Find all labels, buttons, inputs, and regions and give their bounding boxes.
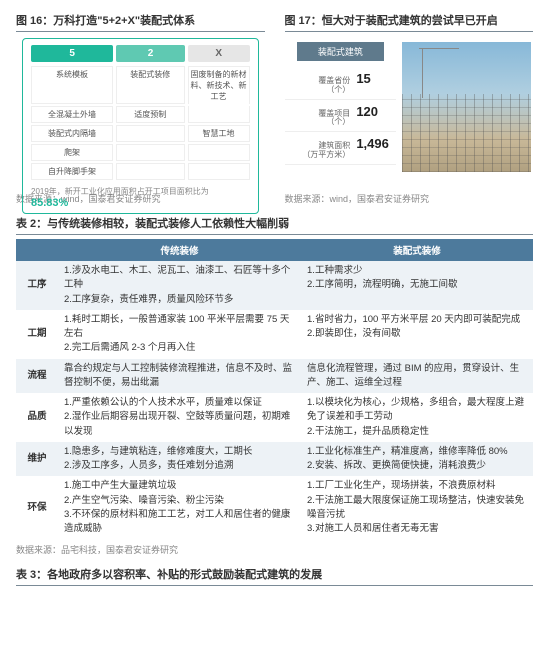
c2-3 [116,144,185,161]
th-1: 传统装修 [58,239,301,261]
stat-val-0: 15 [356,71,396,86]
table2-source: 数据来源：品宅科技，国泰君安证券研究 [16,543,533,556]
c2-1: 适度预制 [116,106,185,123]
fig1-title: 图 16：万科打造"5+2+X"装配式体系 [16,12,265,32]
fig2-hdr: 装配式建筑 [297,42,385,61]
table-row: 流程靠合约规定与人工控制装修流程推进，信息不及时、监督控制不便，易出纰漏信息化流… [16,359,533,394]
row-trad: 1.严重依赖公认的个人技术水平，质量难以保证 2.湿作业后期容易出现开裂、空鼓等… [58,393,301,442]
row-pref: 1.工种需求少 2.工序简明，流程明确，无施工间歇 [301,261,533,310]
row-cat: 环保 [16,476,58,539]
table-row: 品质1.严重依赖公认的个人技术水平，质量难以保证 2.湿作业后期容易出现开裂、空… [16,393,533,442]
table2-title: 表 2：与传统装修相较，装配式装修人工依赖性大幅削弱 [16,215,533,235]
th-0 [16,239,58,261]
c5-3: 爬架 [31,144,113,161]
stat-lbl-0: 覆盖省份 （个） [285,77,357,95]
row-trad: 靠合约规定与人工控制装修流程推进，信息不及时、监督控制不便，易出纰漏 [58,359,301,394]
row-cat: 工期 [16,310,58,359]
fig1-body: 5 2 X 系统模板装配式装修固废制备的新材料、新技术、新工艺 全混凝土外墙适度… [16,38,265,188]
stat-val-1: 120 [356,104,396,119]
c2-2 [116,125,185,142]
row-cat: 工序 [16,261,58,310]
row-pref: 1.省时省力，100 平方米平层 20 天内即可装配完成 2.即装即住，没有间歇 [301,310,533,359]
c5-4: 自升降脚手架 [31,163,113,180]
table-row: 工期1.耗时工期长，一般普通家装 100 平米平层需要 75 天左右 2.完工后… [16,310,533,359]
row-pref: 1.以模块化为核心，少规格，多组合，最大程度上避免了误差和手工劳动 2.干法施工… [301,393,533,442]
table-row: 维护1.隐患多，与建筑粘连，维修难度大，工期长 2.涉及工序多，人员多，责任难划… [16,442,533,477]
construction-photo [402,42,531,172]
table3-title: 表 3：各地政府多以容积率、补贴的形式鼓励装配式建筑的发展 [16,566,533,586]
fig2-source: 数据来源：wind，国泰君安证券研究 [285,192,534,205]
cx-2: 智慧工地 [188,125,250,142]
cx-0: 固废制备的新材料、新技术、新工艺 [188,66,250,104]
th-2: 装配式装修 [301,239,533,261]
row-cat: 流程 [16,359,58,394]
c5-2: 装配式内隔墙 [31,125,113,142]
row-trad: 1.隐患多，与建筑粘连，维修难度大，工期长 2.涉及工序多，人员多，责任难划分追… [58,442,301,477]
fig1-hx: X [188,45,250,62]
fig2-title: 图 17：恒大对于装配式建筑的尝试早已开启 [285,12,534,32]
stat-val-2: 1,496 [356,136,396,151]
row-cat: 维护 [16,442,58,477]
stat-lbl-1: 覆盖项目 （个） [285,110,357,128]
fig2-body: 装配式建筑 覆盖省份 （个）15 覆盖项目 （个）120 建筑面积 （万平方米）… [285,38,534,188]
fig1-h5: 5 [31,45,113,62]
c5-1: 全混凝土外墙 [31,106,113,123]
table-row: 环保1.施工中产生大量建筑垃圾 2.产生空气污染、噪音污染、粉尘污染 3.不环保… [16,476,533,539]
cx-1 [188,106,250,123]
fig1-pct: 85.83% [31,197,68,209]
row-pref: 1.工业化标准生产，精准度高，维修率降低 80% 2.安装、拆改、更换简便快捷，… [301,442,533,477]
fig1-note: 2019年，新开工业化应用面积占开工项目面积比为 [31,187,209,196]
cx-3 [188,144,250,161]
row-pref: 1.工厂工业化生产，现场拼装，不浪费原材料 2.干法施工最大限度保证施工现场整洁… [301,476,533,539]
row-trad: 1.耗时工期长，一般普通家装 100 平米平层需要 75 天左右 2.完工后需通… [58,310,301,359]
table2: 传统装修 装配式装修 工序1.涉及水电工、木工、泥瓦工、油漆工、石匠等十多个工种… [16,239,533,539]
stat-lbl-2: 建筑面积 （万平方米） [285,142,357,160]
table-row: 工序1.涉及水电工、木工、泥瓦工、油漆工、石匠等十多个工种 2.工序复杂，责任难… [16,261,533,310]
row-cat: 品质 [16,393,58,442]
c5-0: 系统模板 [31,66,113,104]
c2-0: 装配式装修 [116,66,185,104]
row-pref: 信息化流程管理，通过 BIM 的应用，贯穿设计、生产、施工、运维全过程 [301,359,533,394]
row-trad: 1.施工中产生大量建筑垃圾 2.产生空气污染、噪音污染、粉尘污染 3.不环保的原… [58,476,301,539]
fig1-h2: 2 [116,45,185,62]
cx-4 [188,163,250,180]
c2-4 [116,163,185,180]
row-trad: 1.涉及水电工、木工、泥瓦工、油漆工、石匠等十多个工种 2.工序复杂，责任难界，… [58,261,301,310]
